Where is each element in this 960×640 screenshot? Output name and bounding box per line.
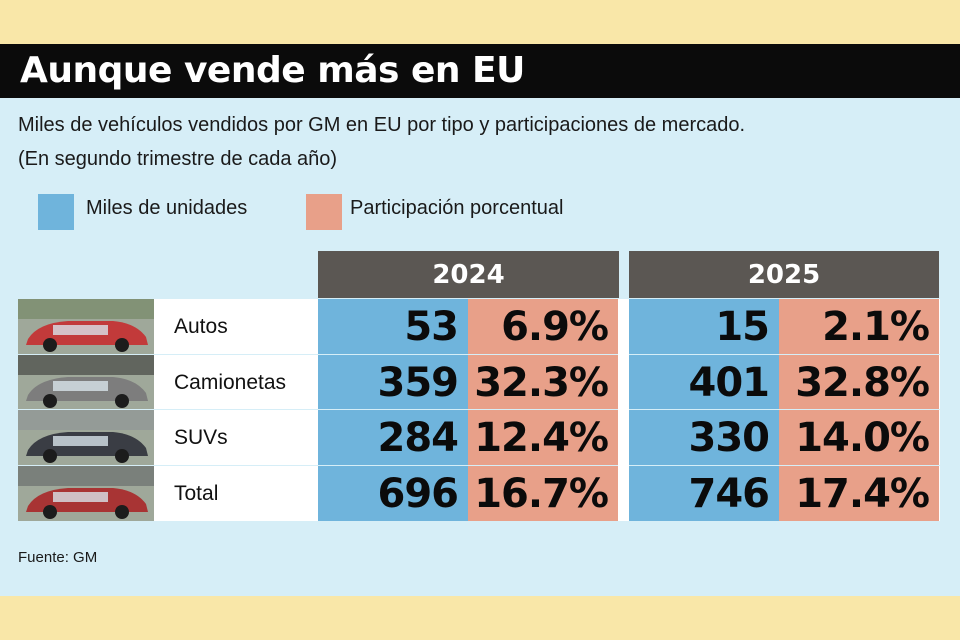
chart-title: Aunque vende más en EU — [20, 50, 525, 91]
row-label-camionetas: Camionetas — [174, 371, 287, 394]
cell-total-2025-share: 17.4% — [779, 466, 939, 521]
cell-suvs-2024-share: 12.4% — [468, 410, 618, 465]
thumb-vehicles-group-photo — [18, 466, 154, 521]
chart-subtitle: Miles de vehículos vendidos por GM en EU… — [18, 114, 746, 136]
row-label-total: Total — [174, 482, 219, 505]
row-label-autos: Autos — [174, 315, 228, 338]
legend-label-share: Participación porcentual — [350, 197, 564, 219]
row-separator — [18, 465, 940, 466]
cell-autos-2024-units: 53 — [318, 299, 468, 354]
row-separator — [18, 409, 940, 410]
cell-suvs-2024-units: 284 — [318, 410, 468, 465]
cell-camionetas-2025-units: 401 — [629, 355, 779, 410]
row-label-suvs: SUVs — [174, 426, 228, 449]
cell-autos-2024-share: 6.9% — [468, 299, 618, 354]
legend-swatch-share — [306, 194, 342, 230]
cell-autos-2025-share: 2.1% — [779, 299, 939, 354]
legend-swatch-units — [38, 194, 74, 230]
thumb-red-sedan-photo — [18, 299, 154, 354]
year-gap — [618, 299, 629, 521]
year-header-2025: 2025 — [629, 251, 939, 298]
data-table: Autos 53 6.9% 15 2.1% Camionetas 359 32.3% 401 32… — [18, 299, 940, 521]
cell-autos-2025-units: 15 — [629, 299, 779, 354]
cell-total-2025-units: 746 — [629, 466, 779, 521]
thumb-pickup-truck-photo — [18, 355, 154, 410]
row-separator — [18, 354, 940, 355]
cell-total-2024-share: 16.7% — [468, 466, 618, 521]
title-bar: Aunque vende más en EU — [0, 44, 960, 98]
source-note: Fuente: GM — [18, 549, 98, 566]
cell-suvs-2025-share: 14.0% — [779, 410, 939, 465]
cell-total-2024-units: 696 — [318, 466, 468, 521]
thumb-suv-photo — [18, 410, 154, 465]
cell-camionetas-2025-share: 32.8% — [779, 355, 939, 410]
infographic-panel: Aunque vende más en EU Miles de vehículo… — [0, 44, 960, 596]
legend-label-units: Miles de unidades — [86, 197, 248, 219]
cell-camionetas-2024-units: 359 — [318, 355, 468, 410]
cell-suvs-2025-units: 330 — [629, 410, 779, 465]
year-header-2024: 2024 — [318, 251, 619, 298]
chart-subtitle-note: (En segundo trimestre de cada año) — [18, 148, 338, 170]
cell-camionetas-2024-share: 32.3% — [468, 355, 618, 410]
